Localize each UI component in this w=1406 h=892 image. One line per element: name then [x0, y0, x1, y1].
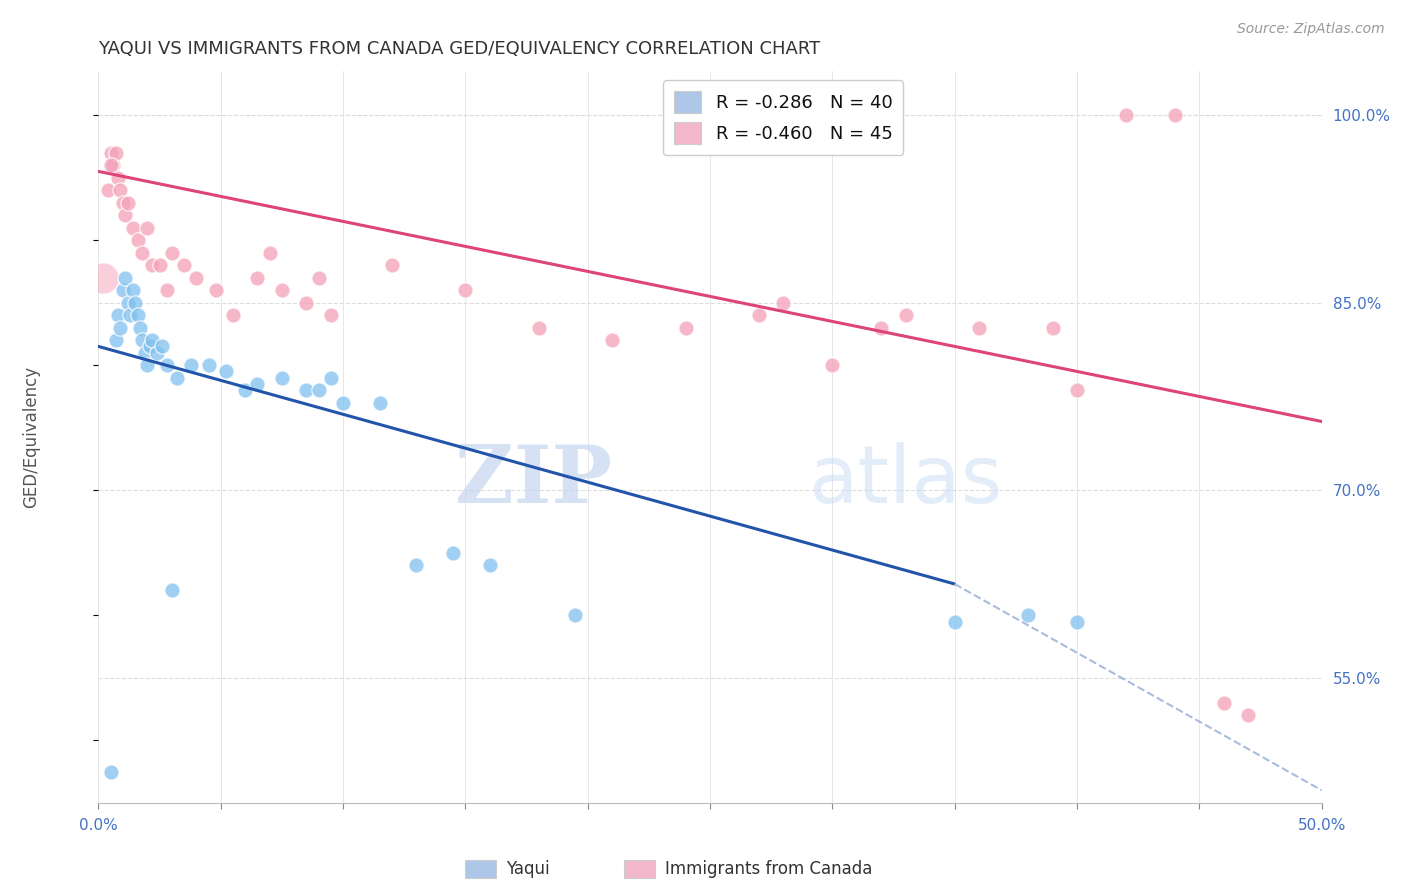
- Point: [149, 258, 172, 272]
- Point: [295, 383, 318, 397]
- Point: [131, 333, 153, 347]
- Point: [107, 308, 129, 322]
- Point: [454, 283, 477, 297]
- Point: [110, 183, 132, 197]
- Point: [111, 283, 134, 297]
- Point: [295, 295, 318, 310]
- Point: [150, 339, 173, 353]
- Point: [131, 245, 153, 260]
- Point: [1115, 108, 1137, 122]
- Point: [91, 270, 114, 285]
- Point: [319, 370, 342, 384]
- Point: [101, 158, 124, 172]
- Point: [246, 270, 269, 285]
- Point: [1237, 708, 1260, 723]
- Point: [205, 283, 228, 297]
- Point: [600, 333, 623, 347]
- Point: [870, 320, 893, 334]
- Point: [120, 308, 142, 322]
- Point: [319, 308, 342, 322]
- Point: [156, 358, 179, 372]
- Point: [246, 376, 269, 391]
- Text: Immigrants from Canada: Immigrants from Canada: [665, 860, 872, 878]
- Point: [270, 283, 294, 297]
- Text: atlas: atlas: [808, 442, 1002, 520]
- Point: [114, 208, 136, 222]
- Bar: [624, 860, 655, 878]
- Point: [110, 320, 132, 334]
- Point: [368, 395, 391, 409]
- Point: [564, 608, 586, 623]
- Point: [136, 358, 159, 372]
- Point: [186, 270, 208, 285]
- Point: [160, 583, 183, 598]
- Point: [943, 615, 966, 629]
- Text: 50.0%: 50.0%: [1298, 818, 1346, 833]
- Point: [117, 195, 139, 210]
- Point: [478, 558, 501, 573]
- Text: ZIP: ZIP: [456, 442, 612, 520]
- Point: [160, 245, 183, 260]
- Point: [156, 283, 179, 297]
- Point: [405, 558, 427, 573]
- Point: [141, 333, 163, 347]
- Text: GED/Equivalency: GED/Equivalency: [22, 366, 41, 508]
- Point: [1042, 320, 1064, 334]
- Point: [222, 308, 245, 322]
- Point: [233, 383, 256, 397]
- Point: [104, 333, 127, 347]
- Point: [1164, 108, 1187, 122]
- Point: [139, 339, 162, 353]
- Point: [527, 320, 550, 334]
- Point: [117, 295, 139, 310]
- Point: [308, 383, 330, 397]
- Point: [180, 358, 202, 372]
- Point: [1066, 383, 1088, 397]
- Point: [821, 358, 844, 372]
- Point: [675, 320, 697, 334]
- Point: [121, 283, 143, 297]
- Point: [100, 158, 122, 172]
- Text: Yaqui: Yaqui: [506, 860, 550, 878]
- Point: [1066, 615, 1088, 629]
- Point: [127, 308, 149, 322]
- Point: [772, 295, 794, 310]
- Point: [100, 145, 122, 160]
- Point: [107, 170, 129, 185]
- Point: [121, 220, 143, 235]
- Point: [270, 370, 294, 384]
- Point: [166, 370, 188, 384]
- Point: [124, 295, 146, 310]
- Point: [748, 308, 770, 322]
- Point: [127, 233, 149, 247]
- Point: [104, 145, 127, 160]
- Point: [100, 764, 122, 779]
- Point: [141, 258, 163, 272]
- Point: [136, 220, 159, 235]
- Point: [332, 395, 354, 409]
- Point: [129, 320, 152, 334]
- Point: [967, 320, 990, 334]
- Bar: [465, 860, 496, 878]
- Text: Source: ZipAtlas.com: Source: ZipAtlas.com: [1237, 22, 1385, 37]
- Text: YAQUI VS IMMIGRANTS FROM CANADA GED/EQUIVALENCY CORRELATION CHART: YAQUI VS IMMIGRANTS FROM CANADA GED/EQUI…: [98, 40, 821, 58]
- Point: [1017, 608, 1039, 623]
- Point: [97, 183, 120, 197]
- Point: [441, 546, 464, 560]
- Point: [381, 258, 404, 272]
- Point: [111, 195, 134, 210]
- Legend: R = -0.286   N = 40, R = -0.460   N = 45: R = -0.286 N = 40, R = -0.460 N = 45: [664, 80, 904, 155]
- Point: [197, 358, 219, 372]
- Point: [146, 345, 169, 359]
- Point: [308, 270, 330, 285]
- Point: [1212, 696, 1234, 710]
- Point: [173, 258, 195, 272]
- Point: [259, 245, 281, 260]
- Point: [134, 345, 156, 359]
- Text: 0.0%: 0.0%: [79, 818, 118, 833]
- Point: [114, 270, 136, 285]
- Point: [214, 364, 236, 378]
- Point: [894, 308, 917, 322]
